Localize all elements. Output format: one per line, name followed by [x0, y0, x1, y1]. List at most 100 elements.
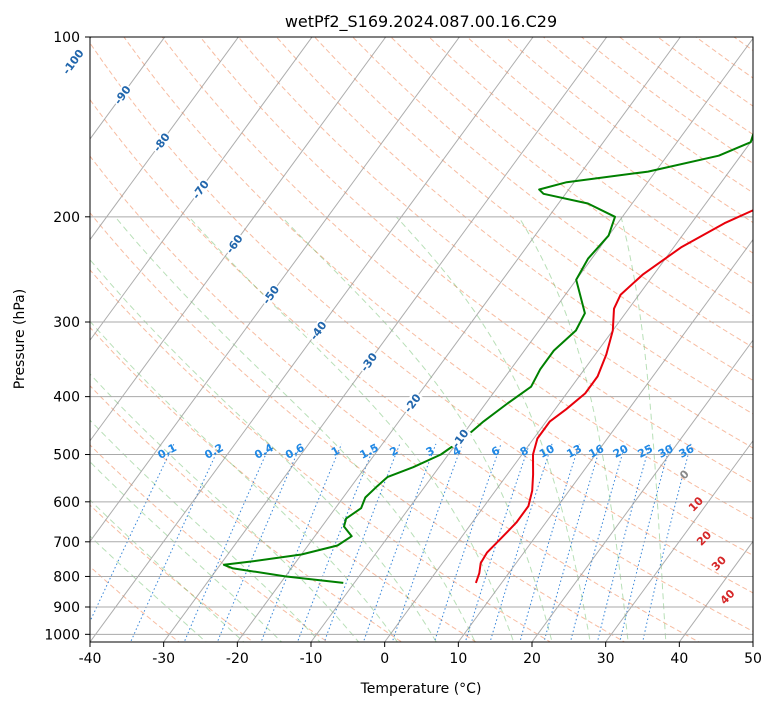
mixing-ratio-label: 20: [611, 442, 631, 461]
mixing-ratio-line: [216, 443, 302, 642]
x-tick-label: 30: [597, 651, 615, 667]
moist-adiabat-line: [281, 216, 553, 642]
x-axis-ticks: -40 -30 -20 -10 0 10 20 30 40 50: [79, 642, 762, 667]
mixing-ratio-label: 25: [635, 442, 655, 461]
isotherm-line: [90, 37, 313, 342]
y-tick-label: 900: [53, 600, 80, 616]
mixing-ratio-line: [433, 443, 502, 642]
isotherm-line: [531, 339, 753, 642]
dry-adiabat-line: [352, 37, 753, 349]
chart-title: wetPf2_S169.2024.087.00.16.C29: [285, 12, 557, 32]
y-tick-label: 800: [53, 569, 80, 585]
skewed-isotherms: [90, 37, 753, 642]
y-tick-label: 1000: [44, 627, 80, 643]
isotherm-label-bg: [448, 426, 472, 451]
moist-adiabat-line: [114, 216, 476, 642]
mixing-ratio-line: [596, 443, 651, 642]
mixing-ratio-line: [130, 443, 222, 642]
pressure-gridlines: [90, 216, 753, 635]
x-tick-label: -10: [300, 651, 323, 667]
moist-adiabat-line: [395, 216, 591, 642]
moist-adiabats: [90, 216, 667, 642]
isotherm-label-bg: [357, 349, 381, 375]
y-tick-label: 400: [53, 390, 80, 406]
isotherm-line: [605, 439, 753, 642]
isotherm-label-bg: [306, 318, 330, 343]
isotherm-line: [90, 37, 460, 543]
mixing-ratio-label: 16: [587, 442, 607, 461]
mixing-ratio-line: [489, 443, 553, 642]
mixing-ratio-label: 13: [564, 442, 584, 461]
isotherm-label-bg: [259, 282, 283, 308]
isotherm-label-bg: [400, 390, 424, 416]
dry-adiabat-line: [275, 37, 753, 415]
mixing-ratio-line: [260, 443, 342, 642]
dry-adiabat-line: [90, 269, 552, 642]
y-tick-label: 600: [53, 495, 80, 511]
moist-adiabat-line: [90, 258, 437, 642]
x-tick-label: 50: [744, 651, 762, 667]
mixing-ratio-line: [464, 443, 530, 642]
isotherm-line: [678, 540, 753, 642]
mixing-ratio-line: [519, 443, 580, 642]
dry-adiabat-line: [123, 37, 753, 556]
plot-area: [90, 37, 753, 642]
isotherm-line: [384, 138, 753, 642]
mixing-ratio-label: 10: [537, 442, 557, 461]
y-tick-label: 200: [53, 210, 80, 226]
dry-adiabat-line: [90, 326, 477, 642]
moist-adiabat-line: [90, 499, 245, 642]
moist-adiabat-line: [188, 216, 515, 642]
x-tick-label: 40: [670, 651, 688, 667]
x-tick-label: 0: [380, 651, 389, 667]
isotherm-label-bg: [61, 49, 85, 75]
y-tick-label: 300: [53, 315, 80, 331]
moist-adiabat-line: [90, 419, 321, 642]
x-tick-label: -30: [152, 651, 175, 667]
isotherm-line: [90, 37, 166, 140]
dry-adiabat-line: [90, 212, 626, 642]
mixing-ratio-line: [296, 443, 376, 642]
mixing-ratio-label: 36: [677, 442, 697, 461]
dry-adiabat-line: [90, 98, 753, 632]
moist-adiabat-line: [90, 320, 399, 642]
dry-adiabat-line: [90, 155, 700, 642]
isotherm-label-bg: [110, 82, 134, 108]
sounding-series: [222, 131, 753, 584]
x-tick-label: 20: [523, 651, 541, 667]
isotherm-label-bg: [189, 177, 212, 202]
isotherm-line: [163, 37, 608, 642]
dry-adiabat-line: [428, 37, 753, 285]
dry-adiabat-line: [161, 37, 753, 520]
y-tick-label: 700: [53, 535, 80, 551]
moist-adiabat-line: [518, 216, 629, 642]
mixing-ratio-label: 30: [656, 442, 676, 461]
x-axis-label: Temperature (°C): [360, 681, 482, 697]
isotherm-line: [457, 238, 753, 642]
dewpoint-profile-line: [222, 131, 753, 584]
x-tick-label: -20: [226, 651, 249, 667]
isotherm-label-bg: [222, 231, 246, 257]
isotherm-label-bg: [150, 129, 173, 155]
isotherm-line: [90, 37, 387, 442]
plot-frame: [89, 36, 754, 643]
y-tick-label: 100: [53, 30, 80, 46]
moist-adiabat-line: [90, 461, 283, 642]
x-tick-label: -40: [79, 651, 102, 667]
y-axis-ticks: 100 200 300 400 500 600 700 800 900 1000: [44, 30, 90, 643]
x-tick-label: 10: [449, 651, 467, 667]
isotherm-line: [236, 37, 681, 642]
isotherm-line: [310, 37, 753, 642]
temperature-profile-line: [474, 209, 753, 584]
dry-adiabat-line: [90, 42, 753, 594]
mixing-ratio-line: [543, 443, 602, 642]
dry-adiabat-line: [390, 37, 753, 317]
mixing-ratio-line: [619, 443, 671, 642]
isotherm-line: [90, 37, 239, 241]
y-axis-label: Pressure (hPa): [12, 289, 28, 389]
y-tick-label: 500: [53, 448, 80, 464]
dry-adiabats: [90, 37, 753, 642]
mixing-ratio-line: [642, 443, 692, 642]
dry-adiabat-line: [313, 37, 753, 381]
